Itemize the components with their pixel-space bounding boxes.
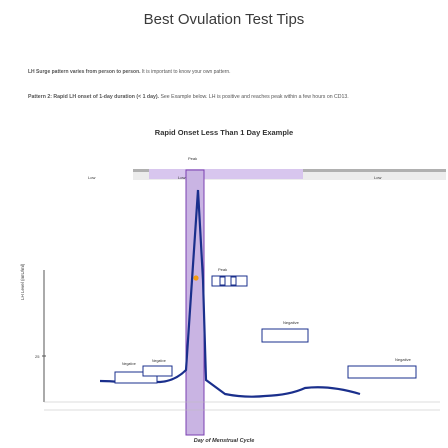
intro-paragraph: LH Surge pattern varies from person to p… xyxy=(28,69,428,75)
label-negative-right1: Negative xyxy=(283,320,300,325)
intro-bold: LH Surge pattern varies from person to p… xyxy=(28,69,141,75)
label-low-right: Low xyxy=(374,175,381,180)
label-negative-right2: Negative xyxy=(395,357,412,362)
peak-test-box xyxy=(211,275,248,287)
label-peak-mid: Peak xyxy=(218,267,227,272)
negative-test-box-far xyxy=(347,365,417,379)
lh-peak-point xyxy=(193,275,199,281)
pattern-bold: Pattern 2: Rapid LH onset of 1-day durat… xyxy=(28,94,160,100)
negative-test-box-left xyxy=(114,371,158,384)
negative-test-box-right xyxy=(261,328,309,343)
label-negative-left2: Negative xyxy=(152,359,166,363)
pattern-rest: See Example below. LH is positive and re… xyxy=(159,94,349,100)
surge-day-band xyxy=(185,169,205,436)
label-low-mid: Low xyxy=(178,175,185,180)
label-low-left: Low xyxy=(88,175,95,180)
chart-title: Rapid Onset Less Than 1 Day Example xyxy=(154,128,294,137)
label-negative-left1: Negative xyxy=(122,362,136,366)
y-tick-label: 25 xyxy=(35,354,40,359)
peak-test-line1 xyxy=(219,276,226,286)
peak-test-line2 xyxy=(230,276,237,286)
surge-band xyxy=(149,169,303,179)
intro-rest: It is important to know your own pattern… xyxy=(140,69,231,75)
negative-test-box-left2 xyxy=(142,365,173,377)
y-axis-label: LH Level (mIU/ml) xyxy=(20,263,25,300)
lh-curve xyxy=(99,189,361,398)
label-peak-top: Peak xyxy=(188,156,197,161)
page-title: Best Ovulation Test Tips xyxy=(143,11,305,28)
x-axis-label: Day of Menstrual Cycle xyxy=(193,438,255,444)
pattern-paragraph: Pattern 2: Rapid LH onset of 1-day durat… xyxy=(28,93,428,101)
